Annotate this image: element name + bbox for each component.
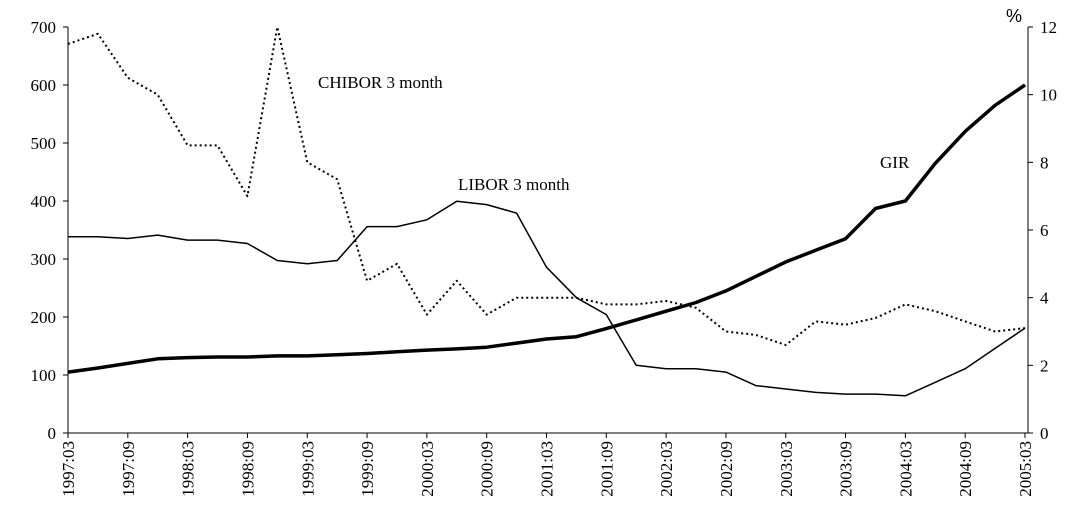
x-tick-label: 2004:09 (956, 441, 975, 497)
x-tick-label: 2000:09 (478, 441, 497, 497)
y2-tick-label: 6 (1040, 221, 1049, 240)
y-tick-label: 0 (48, 424, 57, 443)
y-tick-label: 200 (31, 308, 57, 327)
series-label: CHIBOR 3 month (318, 73, 443, 92)
y2-tick-label: 0 (1040, 424, 1049, 443)
y2-tick-label: 2 (1040, 356, 1049, 375)
y-tick-label: 600 (31, 76, 57, 95)
series-line (68, 200, 1026, 397)
y-tick-label: 700 (31, 18, 57, 37)
y2-tick-label: 10 (1040, 86, 1057, 105)
y2-tick-label: 8 (1040, 153, 1049, 172)
x-tick-label: 2002:03 (657, 441, 676, 497)
x-tick-label: 1998:09 (238, 441, 257, 497)
series-label: LIBOR 3 month (458, 175, 570, 194)
x-tick-label: 2001:09 (597, 441, 616, 497)
y-tick-label: 300 (31, 250, 57, 269)
series-line (67, 83, 1026, 374)
x-tick-label: 1997:03 (59, 441, 78, 497)
x-tick-label: 2003:03 (777, 441, 796, 497)
y-tick-label: 400 (31, 192, 57, 211)
x-tick-label: 2004:03 (896, 441, 915, 497)
x-tick-label: 1999:09 (358, 441, 377, 497)
x-tick-label: 2000:03 (418, 441, 437, 497)
series-label: GIR (880, 153, 910, 172)
x-tick-label: 2002:09 (717, 441, 736, 497)
x-tick-label: 2003:09 (837, 441, 856, 497)
y-tick-label: 100 (31, 366, 57, 385)
y-tick-label: 500 (31, 134, 57, 153)
x-tick-label: 1997:09 (119, 441, 138, 497)
series-line (67, 26, 1026, 346)
x-tick-label: 1998:03 (179, 441, 198, 497)
x-tick-label: 2005:03 (1016, 441, 1035, 497)
x-tick-label: 1999:03 (298, 441, 317, 497)
y2-tick-label: 4 (1040, 289, 1049, 308)
y2-axis-label: % (1006, 6, 1022, 26)
x-tick-label: 2001:03 (538, 441, 557, 497)
y2-tick-label: 12 (1040, 18, 1057, 37)
